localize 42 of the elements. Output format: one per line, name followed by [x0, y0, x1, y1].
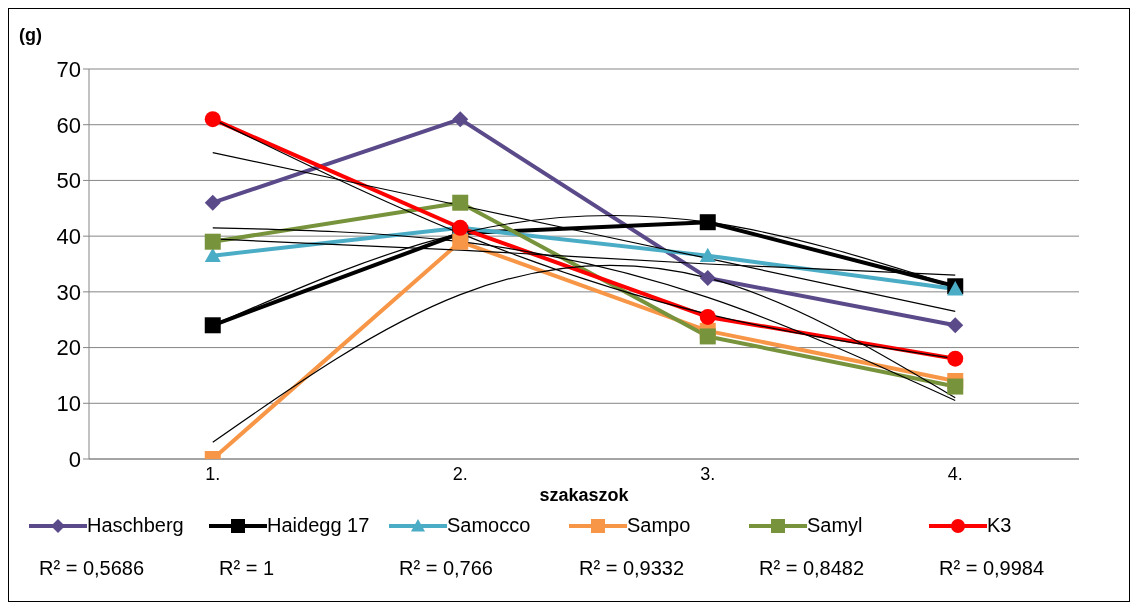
point — [204, 111, 221, 128]
text: R² = 1 — [219, 557, 276, 580]
y-tick-label: 60 — [56, 112, 81, 138]
text: R² = 0,8482 — [759, 557, 866, 580]
y-tick-label: 0 — [68, 446, 81, 472]
point — [204, 247, 221, 263]
point — [452, 111, 469, 128]
x-tick-label: 4. — [947, 463, 963, 484]
point — [452, 194, 469, 211]
point — [947, 378, 964, 395]
legend-label: Haschberg — [87, 514, 184, 537]
y-tick-label: 70 — [56, 56, 81, 82]
x-tick-label: 1. — [205, 463, 221, 484]
legend-label: Samyl — [807, 514, 863, 537]
x-tick-label: 3. — [700, 463, 716, 484]
legend-label: Sampo — [627, 514, 691, 537]
point — [699, 247, 716, 263]
point — [699, 328, 716, 345]
text: R² = 0,9984 — [939, 557, 1046, 580]
y-tick-label: 10 — [56, 391, 81, 417]
point — [947, 350, 964, 367]
point — [699, 308, 716, 325]
y-axis-title: (g) — [19, 25, 42, 46]
x-tick-label: 2. — [452, 463, 468, 484]
y-tick-label: 50 — [56, 168, 81, 194]
point — [699, 269, 716, 286]
y-tick-label: 40 — [56, 223, 81, 249]
point — [699, 214, 716, 231]
legend-label: Samocco — [447, 514, 531, 537]
point — [947, 317, 964, 334]
point — [452, 233, 469, 250]
text: R² = 0,9332 — [579, 557, 686, 580]
point — [204, 233, 221, 250]
text: R² = 0,766 — [399, 557, 494, 580]
text: R² = 0,5686 — [39, 557, 146, 580]
y-tick-label: 30 — [56, 279, 81, 305]
point — [204, 317, 221, 334]
legend-label: Haidegg 17 — [267, 514, 370, 537]
y-tick-label: 20 — [56, 335, 81, 361]
x-axis-title: szakaszok — [539, 485, 630, 505]
legend-label: K3 — [987, 514, 1012, 537]
point — [204, 194, 221, 211]
